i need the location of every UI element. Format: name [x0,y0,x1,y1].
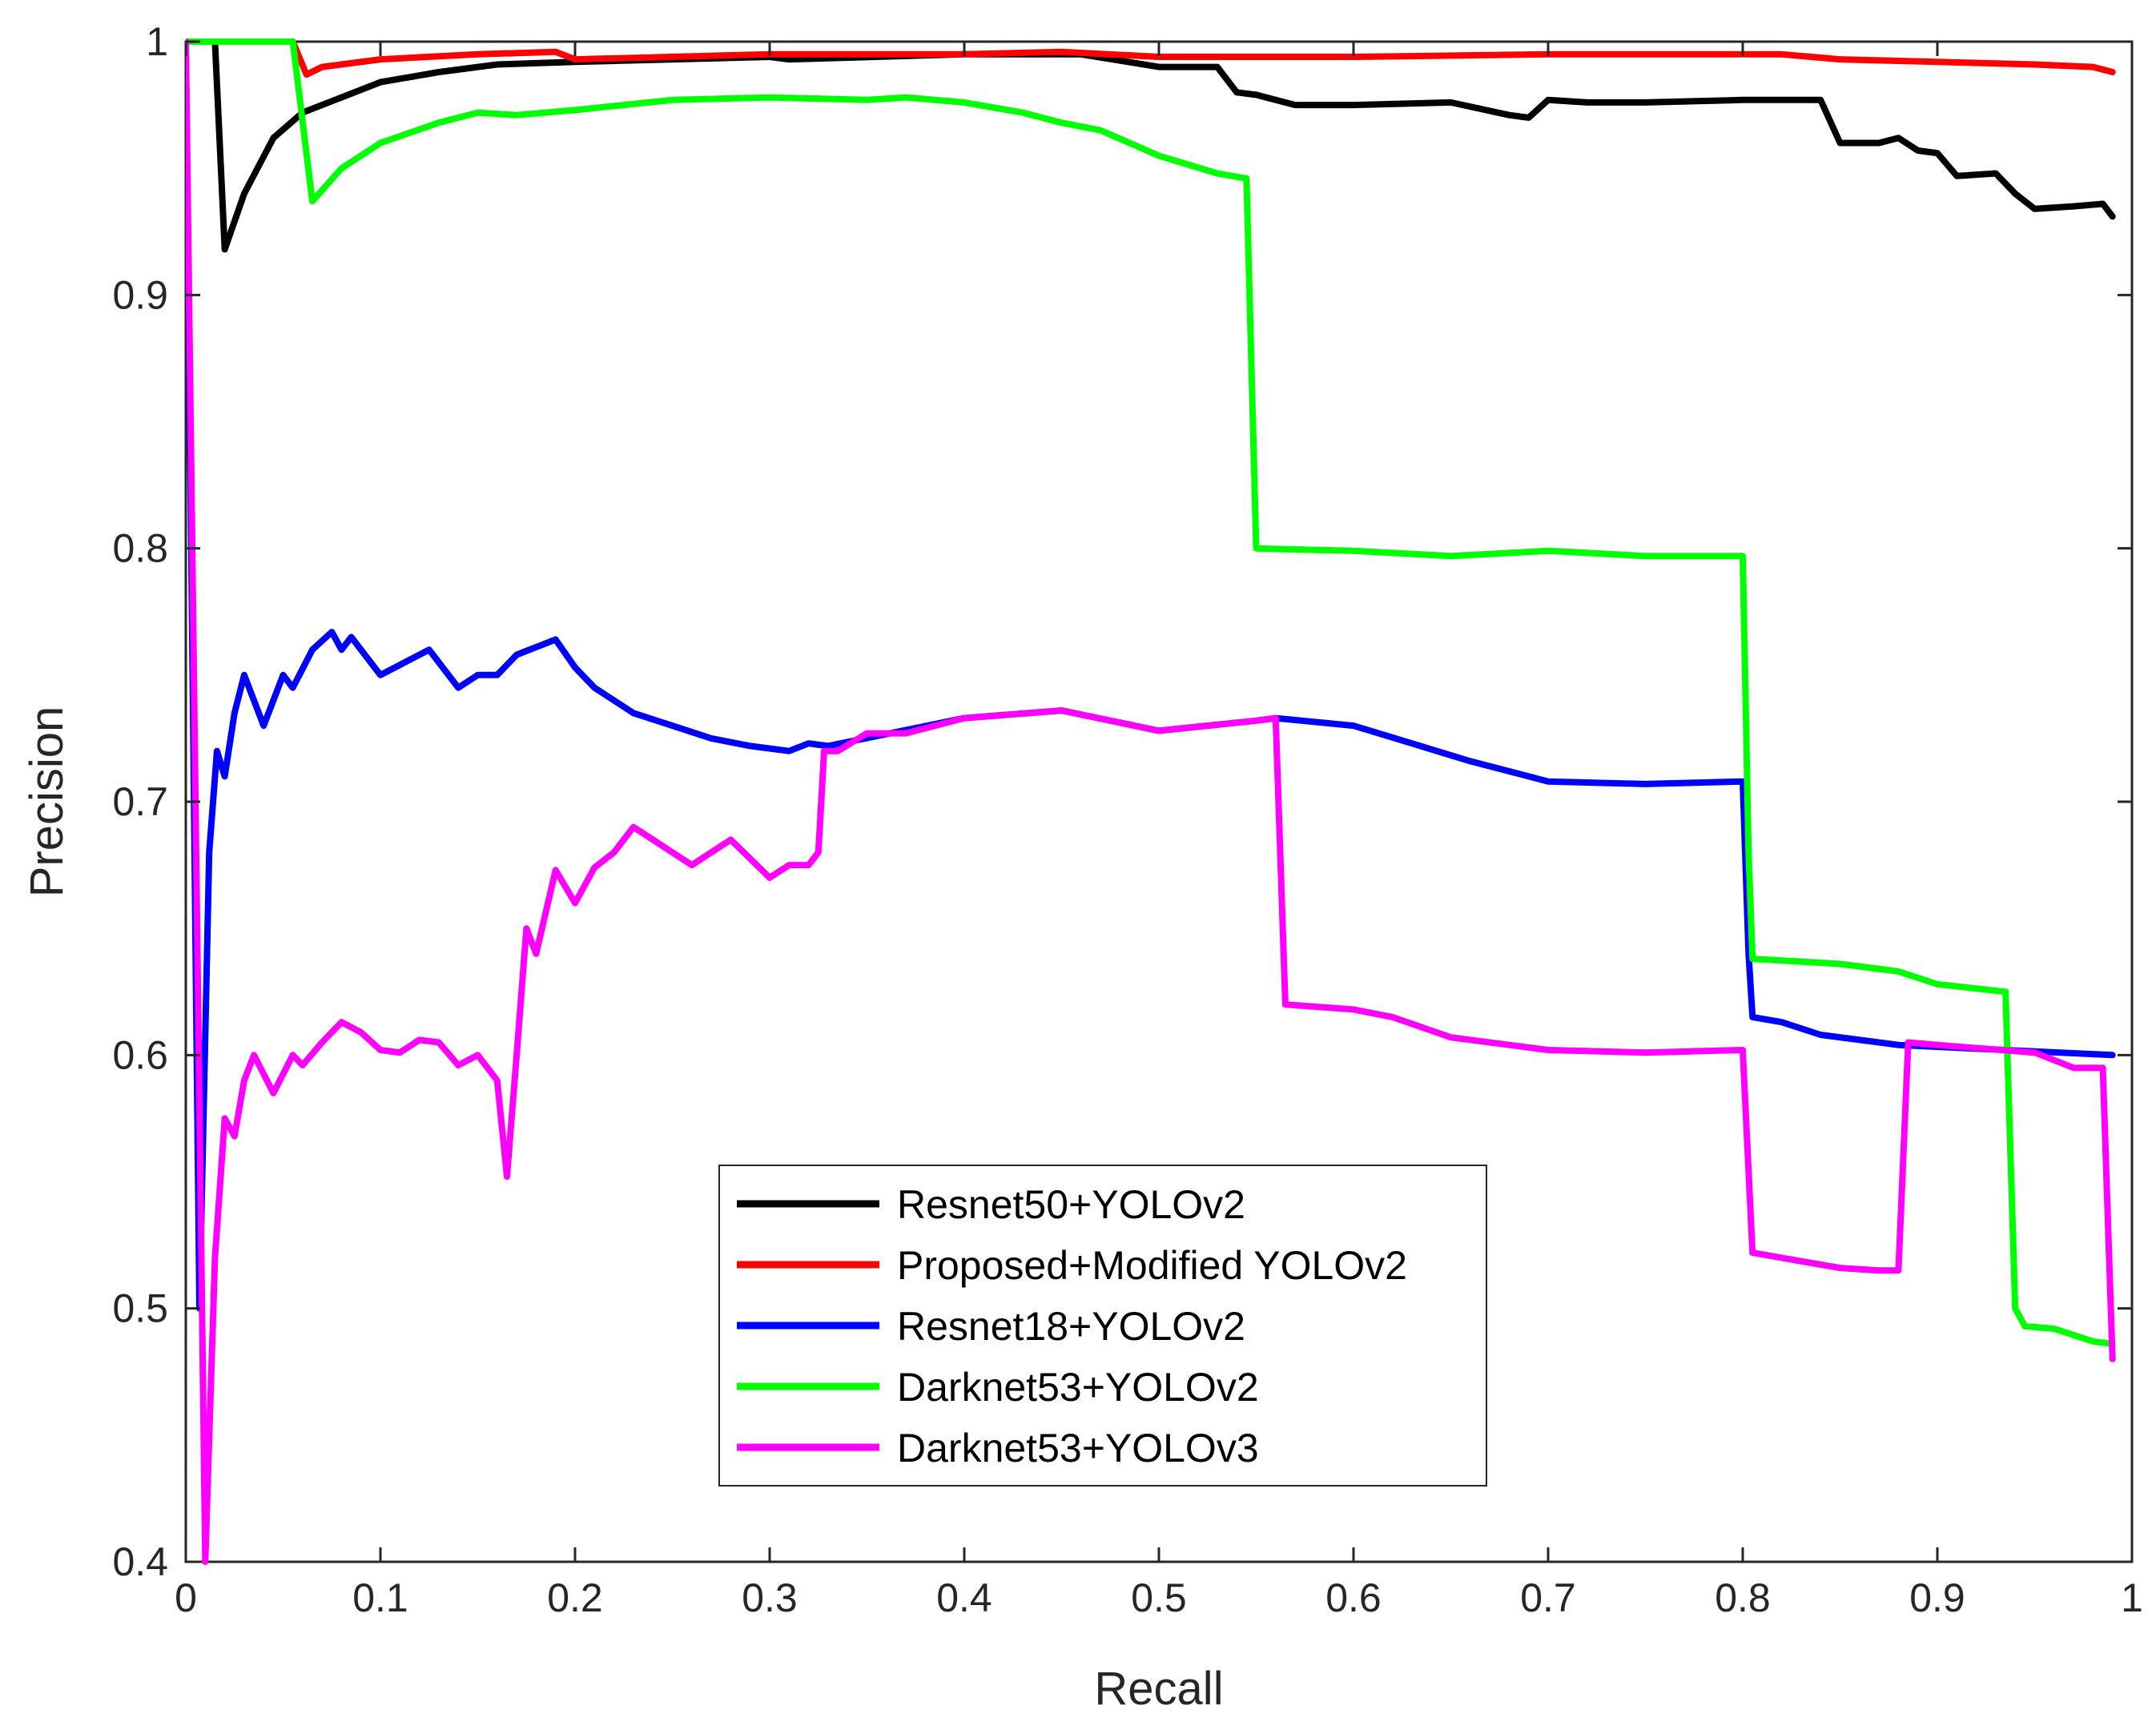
legend-label: Resnet18+YOLOv2 [897,1304,1245,1349]
legend-item: Resnet50+YOLOv2 [737,1182,1245,1227]
legend: Resnet50+YOLOv2 Proposed+Modified YOLOv2 R… [718,1165,1487,1487]
legend-box [718,1165,1487,1487]
y-tick-label: 0.9 [112,272,168,317]
x-tick-label: 0.1 [352,1575,408,1620]
tick-layer: 0 0.1 0.2 0.3 0.4 0.5 0.6 0.7 0.8 0.9 1 0.4 0.5 0.6 0.… [112,19,2142,1620]
series-line-proposed-modified-yolov2 [186,38,2116,78]
y-tick-label: 0.4 [112,1539,168,1584]
x-axis-title: Recall [1094,1663,1223,1715]
series-layer [186,38,2116,1565]
legend-label: Proposed+Modified YOLOv2 [897,1243,1407,1288]
series-line-darknet53-yolov3 [186,38,2116,1565]
legend-label: Resnet50+YOLOv2 [897,1182,1245,1227]
legend-label: Darknet53+YOLOv2 [897,1365,1259,1410]
y-tick-label: 0.8 [112,526,168,571]
x-tick-label: 0.4 [936,1575,992,1620]
x-tick-label: 0.2 [547,1575,603,1620]
y-tick-label: 1 [146,19,168,64]
series-line-resnet18-yolov2 [186,38,2116,1312]
y-tick-label: 0.6 [112,1032,168,1077]
legend-item: Resnet18+YOLOv2 [737,1304,1245,1349]
y-tick-label: 0.5 [112,1286,168,1331]
legend-item: Darknet53+YOLOv3 [737,1426,1259,1470]
legend-item: Proposed+Modified YOLOv2 [737,1243,1407,1288]
x-tick-label: 1 [2121,1575,2143,1620]
series-line-darknet53-yolov2 [186,38,2116,1347]
x-tick-label: 0.5 [1131,1575,1187,1620]
series-line-resnet50-yolov2 [186,38,2116,253]
x-tick-label: 0.6 [1325,1575,1382,1620]
x-tick-label: 0.7 [1520,1575,1576,1620]
x-tick-label: 0 [175,1575,197,1620]
y-tick-label: 0.7 [112,779,168,824]
legend-item: Darknet53+YOLOv2 [737,1365,1259,1410]
legend-label: Darknet53+YOLOv3 [897,1426,1259,1470]
legend-items: Resnet50+YOLOv2 Proposed+Modified YOLOv2 R… [737,1182,1407,1470]
x-tick-label: 0.8 [1715,1575,1771,1620]
x-tick-label: 0.9 [1909,1575,1965,1620]
x-tick-label: 0.3 [742,1575,798,1620]
y-axis-title: Precision [21,706,73,898]
